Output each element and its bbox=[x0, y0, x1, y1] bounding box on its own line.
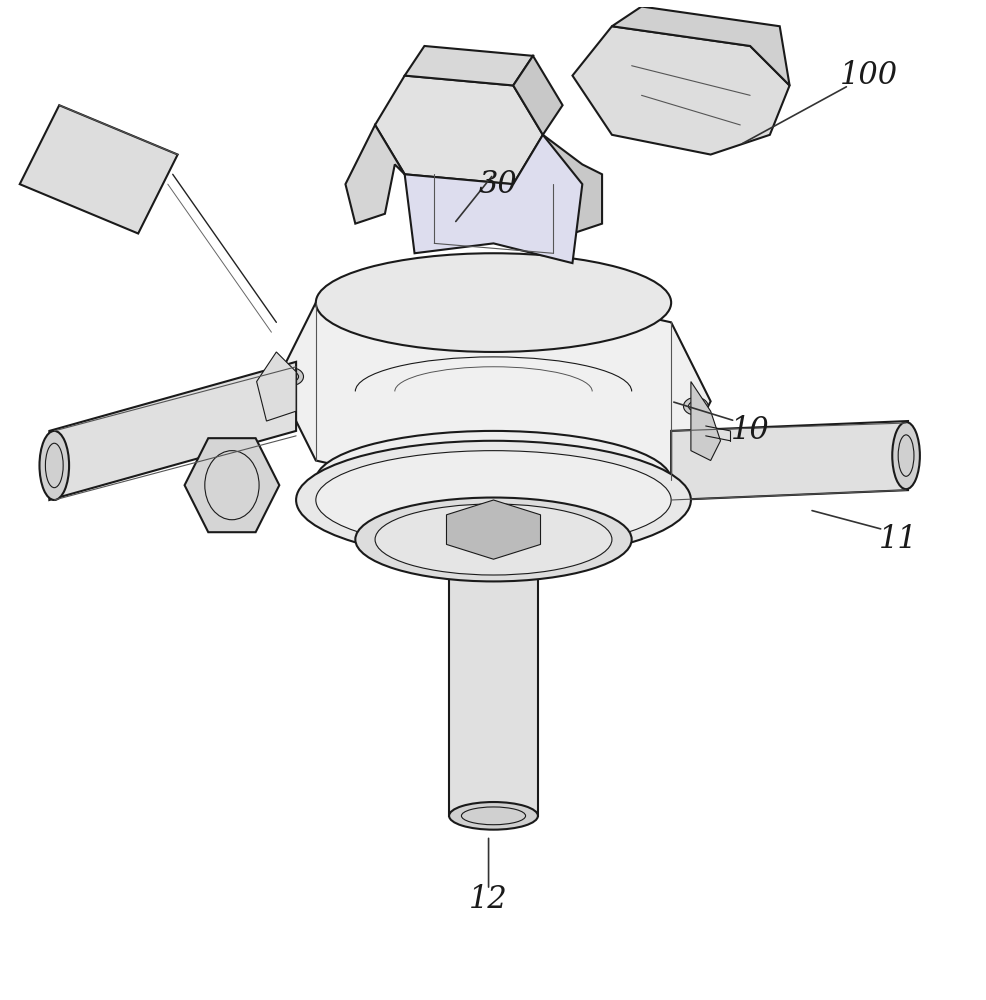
Polygon shape bbox=[256, 352, 296, 421]
Ellipse shape bbox=[682, 397, 707, 415]
Polygon shape bbox=[446, 500, 540, 559]
Text: 100: 100 bbox=[839, 60, 896, 91]
Polygon shape bbox=[345, 125, 404, 224]
Polygon shape bbox=[572, 26, 789, 155]
Polygon shape bbox=[49, 362, 296, 500]
Ellipse shape bbox=[891, 422, 919, 489]
Polygon shape bbox=[670, 421, 907, 500]
Polygon shape bbox=[513, 56, 562, 135]
Ellipse shape bbox=[449, 802, 537, 830]
Text: 10: 10 bbox=[730, 415, 769, 446]
Polygon shape bbox=[404, 135, 582, 263]
Ellipse shape bbox=[316, 253, 670, 352]
Polygon shape bbox=[404, 46, 532, 85]
Ellipse shape bbox=[375, 504, 611, 575]
Ellipse shape bbox=[316, 451, 670, 549]
Ellipse shape bbox=[296, 441, 690, 559]
Text: 30: 30 bbox=[478, 169, 518, 200]
Polygon shape bbox=[20, 105, 177, 234]
Ellipse shape bbox=[39, 431, 69, 500]
Ellipse shape bbox=[279, 368, 303, 386]
Polygon shape bbox=[690, 382, 720, 461]
Text: 11: 11 bbox=[878, 524, 917, 555]
Text: 12: 12 bbox=[468, 884, 508, 915]
Polygon shape bbox=[375, 76, 542, 184]
Ellipse shape bbox=[316, 431, 670, 530]
Polygon shape bbox=[276, 283, 710, 500]
Polygon shape bbox=[542, 135, 601, 234]
Polygon shape bbox=[449, 500, 537, 816]
Polygon shape bbox=[611, 6, 789, 85]
Ellipse shape bbox=[355, 498, 631, 581]
Polygon shape bbox=[184, 438, 279, 532]
